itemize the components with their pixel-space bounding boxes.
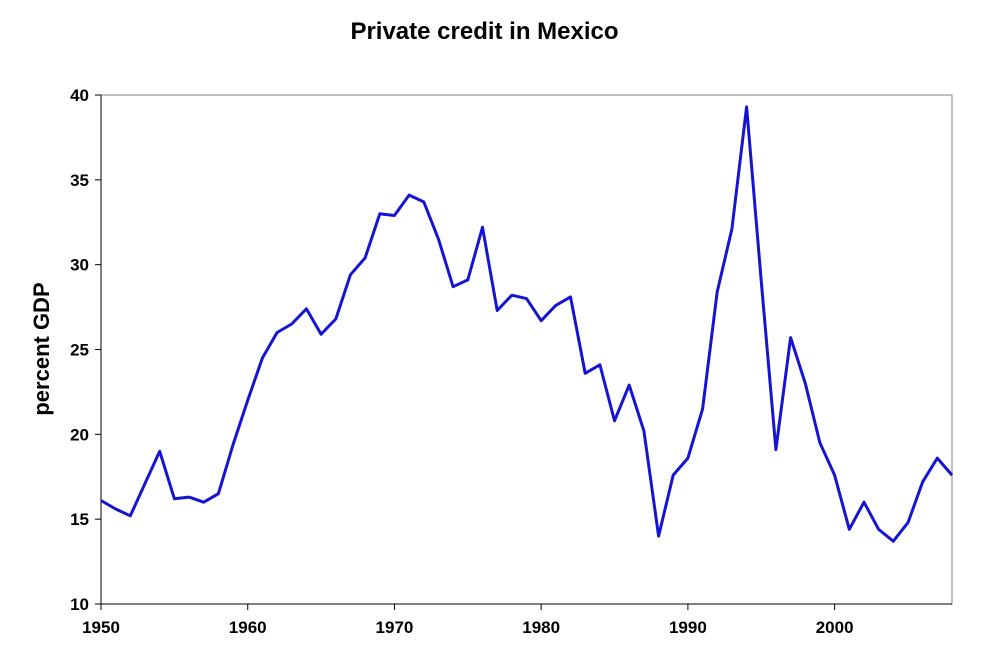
y-tick-label-30: 30 <box>70 256 89 275</box>
y-tick-label-35: 35 <box>70 171 89 190</box>
x-tick-label-1970: 1970 <box>376 618 414 637</box>
y-tick-label-40: 40 <box>70 86 89 105</box>
x-tick-label-1950: 1950 <box>82 618 120 637</box>
plot-frame <box>100 94 953 605</box>
y-tick-label-10: 10 <box>70 595 89 614</box>
x-tick-label-1980: 1980 <box>522 618 560 637</box>
x-tick-label-1960: 1960 <box>229 618 267 637</box>
y-tick-label-20: 20 <box>70 425 89 444</box>
y-tick-label-25: 25 <box>70 341 89 360</box>
x-tick-label-2000: 2000 <box>816 618 854 637</box>
series-line-0 <box>100 105 954 543</box>
y-tick-label-15: 15 <box>70 510 89 529</box>
chart-title: Private credit in Mexico <box>350 18 619 45</box>
x-tick-label-1990: 1990 <box>669 618 707 637</box>
